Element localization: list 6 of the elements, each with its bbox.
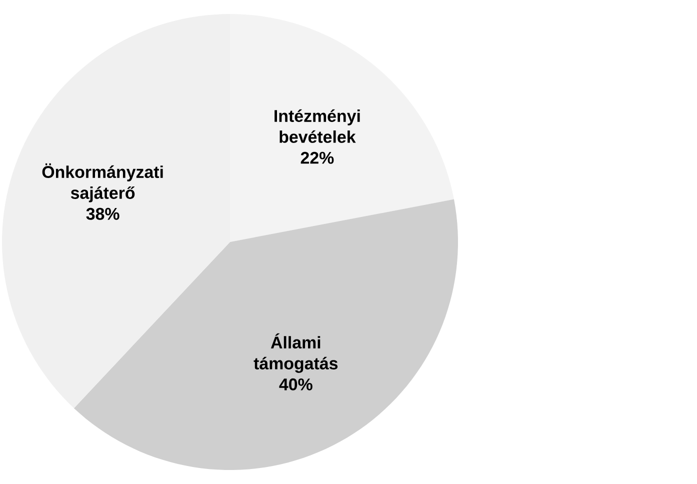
slice-label: Önkormányzati sajáterő xyxy=(42,163,163,202)
slice-label: Állami támogatás xyxy=(254,333,338,373)
data-label: 38% xyxy=(86,208,120,220)
data-label: 22% xyxy=(300,152,334,164)
slice-label: Intézményi bevételek xyxy=(274,109,360,143)
data-label: 40% xyxy=(279,378,312,390)
